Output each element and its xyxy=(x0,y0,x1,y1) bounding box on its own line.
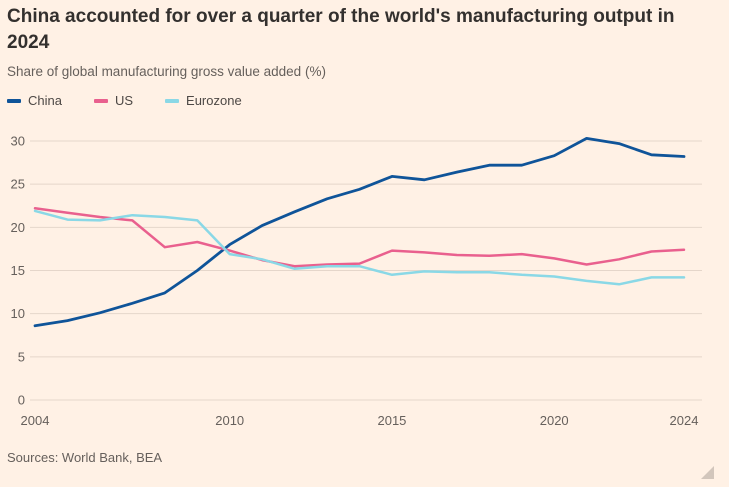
y-tick-label: 15 xyxy=(11,263,25,278)
y-tick-label: 25 xyxy=(11,177,25,192)
legend-label: China xyxy=(28,93,62,108)
chart-legend: China US Eurozone xyxy=(7,93,242,108)
y-tick-label: 10 xyxy=(11,306,25,321)
legend-label: US xyxy=(114,93,134,108)
legend-item-eurozone: Eurozone xyxy=(165,93,242,108)
line-china xyxy=(33,136,686,328)
legend-label: Eurozone xyxy=(186,93,242,108)
legend-item-us: US xyxy=(93,93,134,108)
legend-swatch-us xyxy=(93,98,108,103)
legend-swatch-china xyxy=(7,98,21,103)
chart-title: China accounted for over a quarter of th… xyxy=(7,6,675,54)
legend-item-china: China xyxy=(7,93,62,108)
y-tick-label: 30 xyxy=(11,134,25,149)
x-tick-label: 2015 xyxy=(377,413,406,428)
x-tick-label: 2004 xyxy=(21,413,50,428)
x-tick-label: 2024 xyxy=(670,413,699,428)
line-eurozone xyxy=(33,209,686,286)
legend-swatch-eurozone xyxy=(165,98,180,103)
source-note: Sources: World Bank, BEA xyxy=(7,450,163,465)
x-tick-label: 2020 xyxy=(540,413,569,428)
y-tick-label: 20 xyxy=(11,220,25,235)
y-tick-label: 0 xyxy=(18,393,25,408)
x-tick-label: 2010 xyxy=(215,413,244,428)
chart-subtitle: Share of global manufacturing gross valu… xyxy=(7,64,326,79)
y-tick-label: 5 xyxy=(18,349,25,364)
line-chart: 0 5 10 15 20 25 30 2004 2010 2015 2020 2024 xyxy=(11,134,702,428)
resize-handle-icon xyxy=(701,466,714,479)
line-us xyxy=(33,207,686,268)
